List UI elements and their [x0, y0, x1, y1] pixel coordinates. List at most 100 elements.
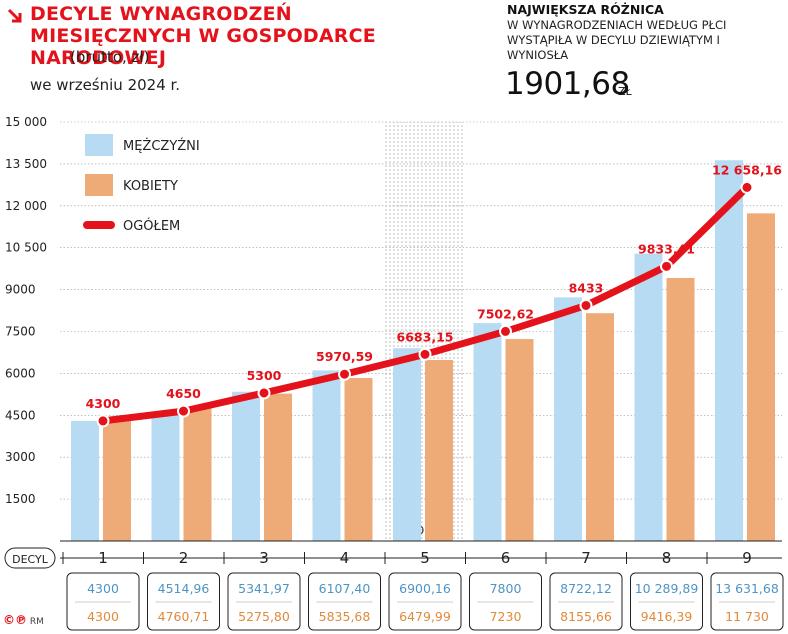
highlight-value: 1901,68 — [505, 66, 630, 102]
highlight-unit: ZŁ — [618, 85, 632, 98]
chart-subtitle-unit: (brutto, zł) — [70, 48, 150, 66]
bar-men — [312, 370, 341, 541]
men-value-label: 5341,97 — [238, 581, 290, 596]
men-value-label: 6900,16 — [399, 581, 451, 596]
highlight-text: W WYNAGRODZENIACH WEDŁUG PŁCI WYSTĄPIŁA … — [507, 18, 727, 62]
women-value-label: 5835,68 — [319, 609, 371, 624]
decyl-pill — [4, 547, 56, 569]
men-value-label: 10 289,89 — [635, 581, 699, 596]
bar-women — [264, 393, 292, 541]
men-value-label: 4300 — [87, 581, 119, 596]
women-value-label: 7230 — [490, 609, 522, 624]
total-point — [257, 386, 271, 400]
y-tick-label: 7500 — [5, 325, 36, 339]
women-value-label: 11 730 — [725, 609, 769, 624]
bar-women — [747, 213, 775, 542]
credit: ©℗ RM — [3, 613, 44, 627]
x-tick-label: 3 — [259, 549, 269, 567]
legend-swatch — [85, 134, 113, 156]
x-axis-title: DECYL — [12, 553, 49, 566]
value-box — [308, 572, 381, 631]
legend-label: KOBIETY — [123, 179, 178, 194]
legend-label: OGÓŁEM — [123, 218, 180, 234]
value-box — [66, 572, 140, 631]
x-tick-label: 2 — [179, 549, 189, 567]
women-value-label: 4300 — [87, 609, 119, 624]
bar-men — [634, 253, 663, 541]
y-tick-label: 6000 — [5, 366, 36, 380]
women-value-label: 5275,80 — [238, 609, 290, 624]
chart-title: DECYLE WYNAGRODZEŃ MIESIĘCZNYCH W GOSPOD… — [30, 3, 376, 69]
total-point — [740, 180, 754, 194]
y-tick-label: 9000 — [5, 283, 36, 297]
women-value-label: 6479,99 — [399, 609, 451, 624]
chart-subtitle-date: we wrześniu 2024 r. — [30, 76, 181, 94]
value-box — [147, 572, 220, 631]
x-tick-label: 6 — [501, 549, 511, 567]
y-tick-label: 1500 — [5, 492, 36, 506]
men-value-label: 6107,40 — [319, 581, 371, 596]
total-label: 5300 — [247, 368, 282, 383]
y-tick-label: 10 500 — [5, 241, 47, 255]
women-value-label: 4760,71 — [158, 609, 210, 624]
bar-men — [151, 414, 180, 541]
credit-initials: RM — [29, 617, 44, 627]
highlight-heading: NAJWIĘKSZA RÓŻNICA — [507, 2, 664, 17]
women-value-label: 9416,39 — [641, 609, 693, 624]
total-label: 9833,41 — [638, 241, 695, 256]
value-box — [469, 572, 542, 631]
y-tick-label: 12 000 — [5, 199, 47, 213]
bar-men — [473, 323, 502, 541]
total-label: 7502,62 — [477, 306, 534, 321]
men-value-label: 7800 — [490, 581, 522, 596]
bar-men — [715, 160, 743, 541]
legend-swatch — [85, 174, 113, 196]
y-tick-label: 3000 — [5, 450, 36, 464]
total-point — [579, 298, 593, 312]
bar-men — [554, 297, 582, 541]
total-point — [338, 367, 351, 381]
value-box — [388, 572, 462, 631]
value-box — [549, 572, 623, 631]
men-value-label: 8722,12 — [560, 581, 612, 596]
x-tick-label: 9 — [742, 549, 752, 567]
y-tick-label: 15 000 — [5, 115, 47, 129]
x-tick-label: 8 — [662, 549, 672, 567]
total-label: 4650 — [166, 386, 201, 401]
total-label: 12 658,16 — [712, 162, 782, 177]
men-value-label: 13 631,68 — [715, 581, 779, 596]
bar-women — [183, 408, 212, 541]
bar-men — [232, 391, 260, 541]
x-tick-label: 1 — [98, 549, 108, 567]
bar-women — [586, 313, 614, 541]
copyright-symbols: ©℗ — [3, 613, 27, 627]
y-tick-label: 13 500 — [5, 157, 47, 171]
bar-women — [103, 420, 131, 541]
x-tick-label: 4 — [340, 549, 350, 567]
bar-women — [344, 377, 373, 541]
bar-men — [393, 348, 421, 541]
total-label: 8433 — [569, 280, 604, 295]
value-box — [227, 572, 301, 631]
bar-women — [425, 359, 453, 541]
bar-women — [666, 277, 695, 541]
bar-men — [71, 420, 99, 541]
legend-label: MĘŻCZYŹNI — [123, 138, 200, 154]
total-point — [418, 347, 432, 361]
total-point — [660, 259, 673, 273]
total-point — [96, 414, 110, 428]
total-label: 4300 — [86, 396, 121, 411]
women-value-label: 8155,66 — [560, 609, 612, 624]
x-tick-label: 7 — [581, 549, 591, 567]
bar-women — [505, 339, 534, 541]
x-tick-label: 5 — [420, 549, 430, 567]
arrow-down-right-icon — [7, 8, 22, 23]
y-tick-label: 4500 — [5, 408, 36, 422]
value-box — [630, 572, 703, 631]
value-box — [710, 572, 784, 631]
total-label: 5970,59 — [316, 349, 373, 364]
men-value-label: 4514,96 — [158, 581, 210, 596]
total-point — [177, 404, 190, 418]
total-point — [499, 324, 512, 338]
